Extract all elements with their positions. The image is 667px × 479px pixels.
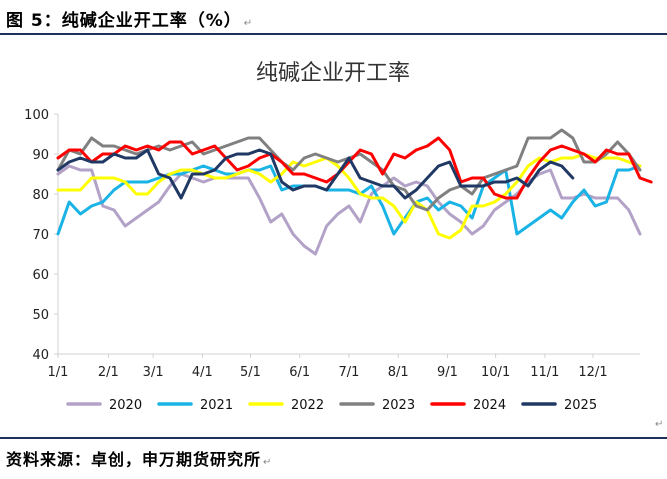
x-tick-label: 5/1 [240, 365, 261, 380]
source-note: 资料来源：卓创，申万期货研究所 ↵ [6, 450, 273, 469]
chart-area: 纯碱企业开工率 40 50 60 70 80 90 100 1/1 2/1 3/1 4/1 5/1 6/… [24, 61, 653, 413]
y-tick-label: 70 [32, 228, 49, 243]
x-tick-label: 6/1 [289, 365, 310, 380]
series-line-2020 [56, 164, 642, 256]
series-line-2022 [56, 152, 642, 240]
x-tick-label: 3/1 [143, 365, 164, 380]
series-line-2023 [56, 128, 642, 212]
x-tick-label: 9/1 [437, 365, 458, 380]
top-rule [0, 33, 667, 35]
legend-label-2025: 2025 [564, 398, 597, 413]
x-tick-label: 2/1 [98, 365, 119, 380]
legend-label-2024: 2024 [473, 398, 506, 413]
x-tick-label: 8/1 [388, 365, 409, 380]
paragraph-mark-icon: ↵ [243, 18, 254, 29]
paragraph-mark-icon: ↵ [263, 457, 273, 468]
legend-label-2021: 2021 [200, 398, 233, 413]
bottom-rule [0, 437, 667, 439]
figure-caption: 图 5：纯碱企业开工率（%） ↵ [6, 11, 254, 31]
x-tick-label: 7/1 [339, 365, 360, 380]
x-tick-label: 12/1 [578, 365, 607, 380]
y-tick-label: 90 [32, 148, 49, 163]
series-line-2025 [56, 148, 575, 200]
chart-lines [56, 128, 653, 256]
x-tick-label: 1/1 [48, 365, 69, 380]
legend-label-2023: 2023 [382, 398, 415, 413]
y-tick-label: 60 [32, 268, 49, 283]
series-line-2024 [56, 136, 653, 200]
chart-title: 纯碱企业开工率 [256, 61, 410, 86]
x-tick-label: 11/1 [530, 365, 559, 380]
y-tick-label: 80 [32, 188, 49, 203]
chart-axes: 40 50 60 70 80 90 100 1/1 2/1 3/1 4/1 5/1 6/1 7/1 8/1 9… [24, 108, 640, 380]
legend-label-2020: 2020 [109, 398, 142, 413]
legend-label-2022: 2022 [291, 398, 324, 413]
x-tick-label: 10/1 [481, 365, 510, 380]
x-tick-label: 4/1 [192, 365, 213, 380]
y-tick-label: 100 [24, 108, 49, 123]
paragraph-mark-icon: ↵ [655, 419, 664, 430]
chart-legend: 2020 2021 2022 2023 2024 2025 [66, 398, 597, 413]
y-tick-label: 40 [32, 348, 49, 363]
series-line-2021 [56, 164, 642, 236]
y-tick-label: 50 [32, 308, 49, 323]
